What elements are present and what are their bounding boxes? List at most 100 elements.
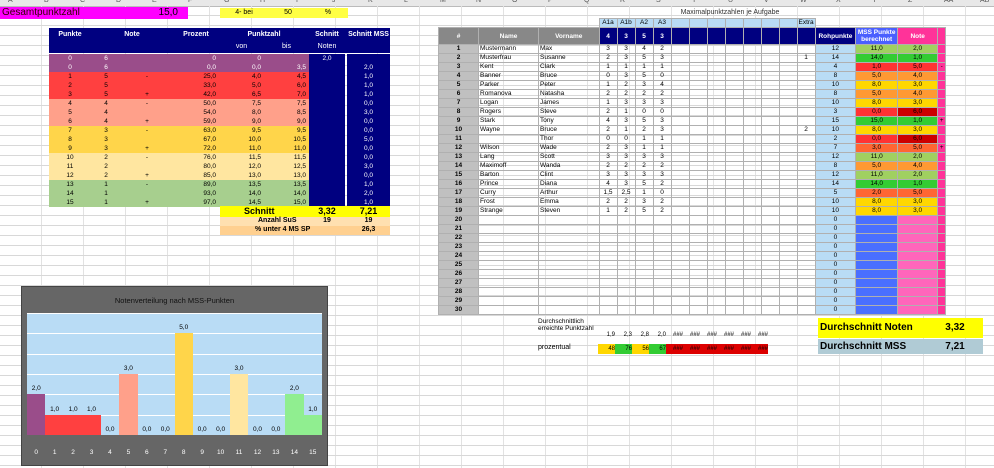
score-cell[interactable] [652, 233, 672, 243]
score-cell[interactable]: 3 [598, 152, 618, 162]
score-cell[interactable] [670, 89, 690, 99]
score-cell[interactable] [634, 278, 654, 288]
score-cell[interactable] [670, 197, 690, 207]
score-cell[interactable]: 3 [652, 53, 672, 63]
score-cell[interactable] [760, 197, 780, 207]
vorname-cell[interactable]: Steve [538, 107, 600, 117]
score-cell[interactable]: 3 [616, 152, 636, 162]
score-cell[interactable] [724, 206, 744, 216]
task-max-cell[interactable]: 3 [652, 27, 672, 45]
score-cell[interactable] [634, 296, 654, 306]
task-max-cell[interactable] [670, 27, 690, 45]
score-cell[interactable] [670, 134, 690, 144]
score-cell[interactable] [796, 251, 816, 261]
score-cell[interactable] [688, 125, 708, 135]
score-cell[interactable] [796, 224, 816, 234]
score-cell[interactable] [742, 44, 762, 54]
score-cell[interactable] [706, 206, 726, 216]
score-cell[interactable] [724, 260, 744, 270]
score-cell[interactable]: 3 [652, 98, 672, 108]
score-cell[interactable]: 4 [634, 44, 654, 54]
score-cell[interactable] [760, 134, 780, 144]
score-cell[interactable] [688, 287, 708, 297]
score-cell[interactable] [634, 260, 654, 270]
score-cell[interactable]: 3 [616, 170, 636, 180]
score-cell[interactable]: 1 [634, 62, 654, 72]
score-cell[interactable] [706, 251, 726, 261]
score-cell[interactable] [706, 242, 726, 252]
score-cell[interactable] [778, 161, 798, 171]
score-cell[interactable] [688, 260, 708, 270]
score-cell[interactable]: 0 [652, 71, 672, 81]
score-cell[interactable]: 4 [598, 179, 618, 189]
name-cell[interactable] [478, 278, 539, 288]
score-cell[interactable]: 2 [598, 197, 618, 207]
score-cell[interactable]: 3 [652, 170, 672, 180]
score-cell[interactable]: 3 [634, 80, 654, 90]
score-cell[interactable] [778, 305, 798, 315]
extra-cell[interactable] [796, 170, 816, 180]
extra-cell[interactable] [796, 206, 816, 216]
score-cell[interactable]: 3 [616, 71, 636, 81]
score-cell[interactable] [616, 233, 636, 243]
score-cell[interactable] [742, 53, 762, 63]
score-cell[interactable] [742, 179, 762, 189]
score-cell[interactable] [688, 296, 708, 306]
score-cell[interactable] [742, 278, 762, 288]
score-cell[interactable] [706, 161, 726, 171]
score-cell[interactable] [706, 179, 726, 189]
score-cell[interactable]: 2 [598, 53, 618, 63]
score-cell[interactable] [616, 215, 636, 225]
score-cell[interactable] [778, 188, 798, 198]
score-cell[interactable] [778, 233, 798, 243]
score-cell[interactable] [706, 107, 726, 117]
score-cell[interactable]: 2 [598, 143, 618, 153]
vorname-cell[interactable]: Wade [538, 143, 600, 153]
score-cell[interactable] [598, 287, 618, 297]
name-cell[interactable]: Rogers [478, 107, 539, 117]
score-cell[interactable] [688, 197, 708, 207]
score-cell[interactable] [760, 98, 780, 108]
score-cell[interactable]: 1 [598, 206, 618, 216]
score-cell[interactable] [778, 71, 798, 81]
score-cell[interactable] [634, 215, 654, 225]
score-cell[interactable] [616, 287, 636, 297]
vorname-cell[interactable]: Wanda [538, 161, 600, 171]
score-cell[interactable]: 1 [652, 134, 672, 144]
score-cell[interactable] [760, 89, 780, 99]
score-cell[interactable] [598, 251, 618, 261]
vorname-cell[interactable]: Arthur [538, 188, 600, 198]
score-cell[interactable] [778, 287, 798, 297]
score-cell[interactable] [688, 215, 708, 225]
score-cell[interactable]: 2 [598, 161, 618, 171]
score-cell[interactable] [724, 179, 744, 189]
score-cell[interactable]: 1 [616, 62, 636, 72]
score-cell[interactable] [778, 80, 798, 90]
score-cell[interactable] [670, 260, 690, 270]
score-cell[interactable] [634, 251, 654, 261]
score-cell[interactable] [724, 71, 744, 81]
score-cell[interactable] [670, 269, 690, 279]
score-cell[interactable] [742, 242, 762, 252]
score-cell[interactable] [688, 71, 708, 81]
score-cell[interactable] [670, 80, 690, 90]
score-cell[interactable] [670, 251, 690, 261]
bei-value[interactable]: 50 [268, 8, 308, 18]
name-cell[interactable]: Stark [478, 116, 539, 126]
name-cell[interactable]: Curry [478, 188, 539, 198]
score-cell[interactable]: 2 [634, 125, 654, 135]
score-cell[interactable] [760, 53, 780, 63]
score-cell[interactable] [724, 233, 744, 243]
score-cell[interactable]: 2 [616, 80, 636, 90]
score-cell[interactable] [670, 215, 690, 225]
task-max-cell[interactable]: 3 [616, 27, 636, 45]
extra-cell[interactable] [796, 188, 816, 198]
score-cell[interactable] [598, 242, 618, 252]
name-cell[interactable] [478, 242, 539, 252]
score-cell[interactable]: 3 [616, 44, 636, 54]
score-cell[interactable]: 1 [616, 125, 636, 135]
score-cell[interactable]: 1 [598, 98, 618, 108]
vorname-cell[interactable]: Diana [538, 179, 600, 189]
task-max-cell[interactable] [796, 27, 816, 45]
extra-cell[interactable] [796, 71, 816, 81]
